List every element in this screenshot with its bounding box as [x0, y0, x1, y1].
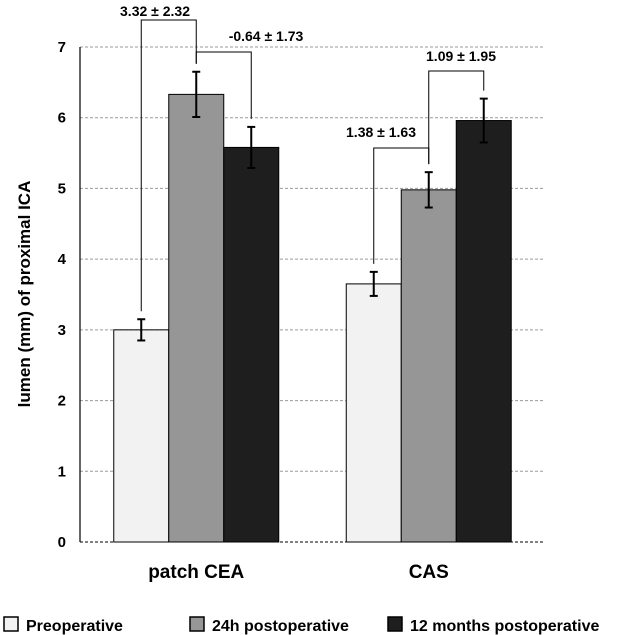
bar — [168, 93, 225, 543]
y-tick-label: 5 — [58, 180, 66, 197]
category-label: patch CEA — [148, 562, 244, 583]
bar — [113, 329, 170, 543]
annotation-label: 3.32 ± 2.32 — [120, 3, 190, 19]
legend-label: 12 months postoperative — [410, 618, 599, 635]
annotations: 3.32 ± 2.32 -0.64 ± 1.73 1.38 ± 1.63 1.09 ±… — [120, 3, 496, 312]
annotation-label: -0.64 ± 1.73 — [229, 28, 304, 44]
y-tick-label: 6 — [58, 110, 66, 127]
bar — [455, 120, 512, 543]
legend-swatch — [387, 616, 403, 632]
bars — [113, 93, 512, 543]
category-labels: patch CEA CAS — [148, 562, 449, 583]
y-tick-label: 3 — [58, 322, 66, 339]
annotation-bracket — [140, 19, 197, 312]
y-tick-label: 2 — [58, 393, 66, 410]
bar — [223, 146, 280, 543]
annotation-label: 1.38 ± 1.63 — [346, 124, 416, 140]
annotation-bracket — [428, 70, 485, 165]
y-axis-label: lumen (mm) of proximal ICA — [15, 181, 34, 408]
y-tick-label: 1 — [58, 463, 66, 480]
bar — [345, 283, 402, 543]
annotation-label: 1.09 ± 1.95 — [426, 48, 496, 64]
legend-swatch — [189, 616, 205, 632]
y-tick-labels: 0 1 2 3 4 5 6 7 — [58, 39, 67, 551]
legend-label: 24h postoperative — [212, 618, 349, 635]
error-bars — [137, 70, 488, 342]
bar — [400, 189, 457, 543]
y-tick-label: 0 — [58, 534, 66, 551]
legend: Preoperative 24h postoperative 12 months p… — [3, 616, 599, 635]
legend-swatch — [3, 616, 19, 632]
annotation-bracket — [195, 51, 252, 119]
category-label: CAS — [409, 562, 449, 583]
y-tick-label: 4 — [58, 251, 67, 268]
y-tick-label: 7 — [58, 39, 66, 56]
legend-label: Preoperative — [26, 618, 123, 635]
